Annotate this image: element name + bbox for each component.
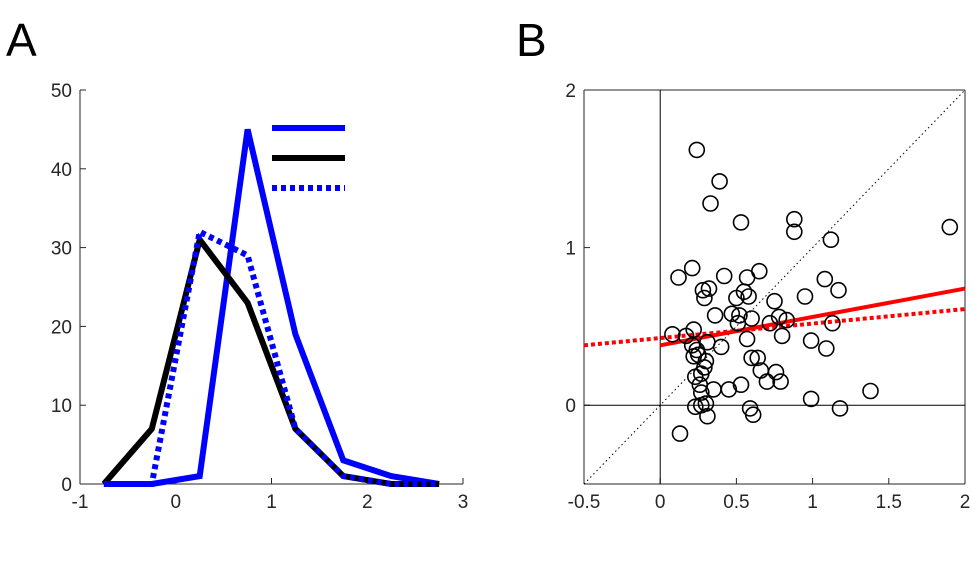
scatter-point	[702, 195, 719, 212]
y-tick-label: 0	[565, 396, 576, 417]
scatter-point	[732, 214, 750, 231]
x-tick-label: -1	[72, 492, 89, 513]
x-tick-label: -0.5	[568, 492, 601, 513]
scatter-point	[664, 325, 681, 343]
scatter-point	[778, 311, 796, 329]
y-tick-label: 40	[51, 160, 72, 181]
scatter-point	[766, 292, 783, 310]
x-tick-label: 0	[655, 492, 666, 513]
scatter-point	[862, 382, 879, 400]
scatter-point	[773, 327, 791, 345]
scatter-point	[816, 270, 834, 288]
panel-a-label: A	[6, 14, 37, 66]
scatter-point	[817, 340, 835, 357]
series-line-observed	[101, 232, 440, 487]
scatter-point	[802, 332, 820, 349]
scatter-point	[761, 314, 779, 332]
scatter-point	[802, 390, 820, 408]
y-tick-label: 1	[565, 239, 576, 260]
scatter-point	[785, 223, 803, 241]
scatter-point	[941, 218, 959, 236]
scatter-point	[822, 231, 840, 248]
scatter-point	[785, 210, 803, 228]
scatter-point	[731, 307, 748, 324]
series-line-predicted	[103, 227, 440, 487]
scatter-point	[750, 262, 768, 280]
scatter-point	[694, 281, 712, 299]
x-tick-label: 0	[170, 492, 181, 513]
scatter-point	[712, 338, 730, 356]
panel-b-label: B	[516, 14, 547, 66]
scatter-point	[796, 288, 814, 305]
scatter-point	[824, 314, 841, 332]
scatter-point	[743, 349, 760, 367]
scatter-point	[732, 376, 750, 394]
scatter-point	[723, 305, 741, 323]
scatter-point	[670, 269, 687, 286]
scatter-point	[706, 307, 724, 324]
scatter-point	[767, 363, 785, 381]
scatter-point	[772, 373, 789, 390]
y-tick-label: 10	[51, 396, 72, 417]
scatter-point	[686, 398, 704, 416]
x-tick-label: 2	[362, 492, 373, 513]
y-tick-label: 2	[565, 81, 576, 102]
scatter-point	[700, 280, 718, 297]
scatter-point	[830, 281, 847, 299]
scatter-point	[671, 425, 689, 442]
scatter-point	[715, 267, 733, 285]
y-tick-label: 50	[51, 81, 72, 102]
panel-b-scatter-chart: -0.5 0 0.5 1 1.5 2 0 1 2	[565, 81, 970, 513]
scatter-point	[692, 384, 710, 401]
scatter-point	[696, 359, 713, 376]
scatter-point	[831, 400, 849, 417]
regression-line-dotted	[583, 307, 966, 348]
scatter-point	[711, 173, 728, 190]
x-tick-label: 1	[266, 492, 277, 513]
scatter-point	[743, 310, 760, 327]
scatter-point	[688, 141, 706, 159]
y-tick-label: 30	[51, 239, 72, 260]
x-tick-label: 2	[960, 492, 971, 513]
scatter-point	[699, 407, 716, 425]
x-tick-label: 0.5	[723, 492, 749, 513]
scatter-point	[697, 352, 715, 370]
scatter-point	[697, 395, 715, 412]
scatter-point	[683, 259, 701, 277]
scatter-point	[683, 336, 701, 354]
scatter-point	[738, 330, 756, 348]
identity-line	[583, 89, 966, 485]
scatter-point	[720, 381, 738, 398]
y-tick-label: 0	[61, 475, 72, 496]
scatter-point	[685, 321, 703, 338]
scatter-point	[749, 349, 767, 367]
scatter-point	[744, 406, 762, 424]
series-line-ideal	[103, 128, 440, 487]
x-tick-label: 1	[807, 492, 818, 513]
scatter-point	[770, 308, 788, 326]
scatter-point	[758, 373, 776, 390]
scatter-point	[696, 289, 713, 307]
x-tick-label: 3	[458, 492, 469, 513]
scatter-point	[740, 288, 757, 305]
x-tick-label: 1.5	[876, 492, 902, 513]
y-tick-label: 20	[51, 317, 72, 338]
